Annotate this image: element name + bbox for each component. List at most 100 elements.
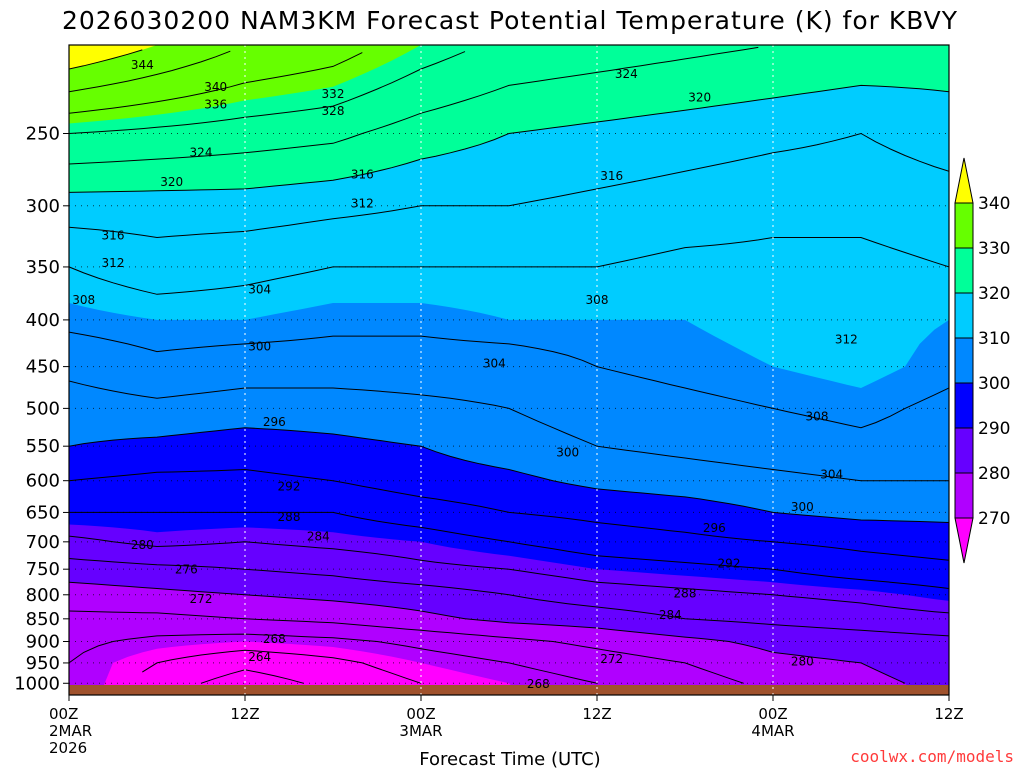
contour-label: 308 — [806, 410, 829, 424]
colorbar-segment — [954, 247, 974, 294]
contour-268K — [142, 649, 422, 684]
chart-title: 2026030200 NAM3KM Forecast Potential Tem… — [62, 6, 958, 35]
x-axis-title: Forecast Time (UTC) — [419, 749, 600, 768]
credit-text: coolwx.com/models — [850, 747, 1014, 766]
x-tick-label: 12Z — [582, 705, 611, 723]
x-tick-label: 12Z — [230, 705, 259, 723]
contour-280K — [69, 581, 906, 684]
colorbar-label: 290 — [978, 419, 1010, 439]
colorbar-label: 300 — [978, 374, 1010, 394]
x-tick-label: 00Z — [49, 705, 78, 723]
contour-label: 296 — [703, 521, 726, 535]
contour-304K — [69, 380, 949, 482]
contour-label: 316 — [351, 168, 374, 182]
contour-label: 312 — [835, 333, 858, 347]
contour-label: 292 — [278, 479, 301, 493]
y-axis: 2503003504004505005506006507007508008509… — [14, 123, 69, 694]
contour-label: 280 — [131, 538, 154, 552]
contour-340K — [69, 49, 143, 70]
contour-label: 288 — [674, 586, 697, 600]
contour-label: 288 — [278, 510, 301, 524]
y-tick-label: 700 — [26, 532, 60, 553]
plot-frame — [68, 44, 950, 696]
contour-label: 328 — [322, 104, 345, 118]
contour-label: 312 — [102, 256, 125, 270]
contour-label: 308 — [586, 293, 609, 307]
contour-label: 308 — [72, 293, 95, 307]
contour-label: 332 — [322, 87, 345, 101]
colorbar-label: 280 — [978, 464, 1010, 484]
contour-300K — [69, 427, 949, 523]
colorbar-segment — [954, 337, 974, 384]
contour-label: 300 — [248, 339, 271, 353]
y-tick-label: 900 — [26, 631, 60, 652]
contour-label: 284 — [307, 530, 330, 544]
contour-316K — [69, 132, 949, 239]
contour-292K — [69, 511, 949, 589]
y-tick-label: 950 — [26, 653, 60, 674]
y-tick-label: 250 — [26, 123, 60, 144]
contour-288K — [69, 535, 949, 614]
contour-labels: 344 340 336 332 328 324 320 316 312 316 312 308 304 3… — [72, 58, 858, 691]
theta-fill-bands — [69, 45, 949, 695]
contour-272K — [69, 633, 598, 684]
contour-336K — [69, 50, 231, 93]
contour-label: 276 — [175, 563, 198, 577]
contour-label: 272 — [600, 652, 623, 666]
contour-label: 312 — [351, 197, 374, 211]
y-tick-label: 600 — [26, 471, 60, 492]
gridlines — [69, 45, 949, 695]
colorbar-arrow-bottom — [954, 517, 974, 564]
contour-label: 316 — [102, 229, 125, 243]
x-tick-date: 2MAR — [49, 722, 92, 740]
colorbar-segment — [954, 202, 974, 249]
contour-label: 324 — [190, 146, 213, 160]
contour-324K — [69, 46, 759, 165]
contour-label: 264 — [248, 650, 271, 664]
x-tick-label: 12Z — [934, 705, 963, 723]
y-tick-label: 450 — [26, 357, 60, 378]
colorbar-legend: 340 330 320 310 300 290 280 270 — [954, 157, 1010, 564]
contour-label: 280 — [791, 654, 814, 668]
contour-label: 300 — [556, 445, 579, 459]
contour-label: 316 — [600, 169, 623, 183]
colorbar-segment — [954, 292, 974, 339]
contour-label: 320 — [688, 90, 711, 104]
contour-284K — [69, 558, 949, 637]
x-tick-label: 00Z — [406, 705, 435, 723]
colorbar-label: 340 — [978, 194, 1010, 214]
contour-296K — [69, 468, 949, 561]
y-tick-label: 1000 — [14, 673, 60, 694]
y-tick-label: 550 — [26, 436, 60, 457]
contour-label: 292 — [718, 556, 741, 570]
colorbar-segment — [954, 382, 974, 429]
contour-label: 268 — [263, 632, 286, 646]
contour-label: 300 — [791, 500, 814, 514]
x-tick-date: 4MAR — [751, 722, 794, 740]
ground-strip — [69, 685, 949, 695]
contour-332K — [69, 52, 363, 114]
colorbar-segment — [954, 472, 974, 519]
contour-label: 304 — [248, 282, 271, 296]
y-tick-label: 500 — [26, 398, 60, 419]
colorbar-label: 270 — [978, 509, 1010, 529]
contour-276K — [69, 610, 744, 684]
colorbar-label: 330 — [978, 239, 1010, 259]
contour-label: 340 — [204, 80, 227, 94]
contour-312K — [69, 237, 949, 295]
colorbar-label: 320 — [978, 284, 1010, 304]
contour-328K — [69, 51, 466, 134]
colorbar-segment — [954, 427, 974, 474]
colorbar-arrow-top — [954, 157, 974, 204]
y-tick-label: 350 — [26, 257, 60, 278]
x-tick-year: 2026 — [49, 739, 87, 757]
y-tick-label: 850 — [26, 609, 60, 630]
contour-label: 272 — [190, 592, 213, 606]
colorbar-label: 310 — [978, 329, 1010, 349]
y-tick-label: 800 — [26, 585, 60, 606]
contour-308K — [69, 331, 949, 429]
contour-label: 324 — [615, 67, 638, 81]
